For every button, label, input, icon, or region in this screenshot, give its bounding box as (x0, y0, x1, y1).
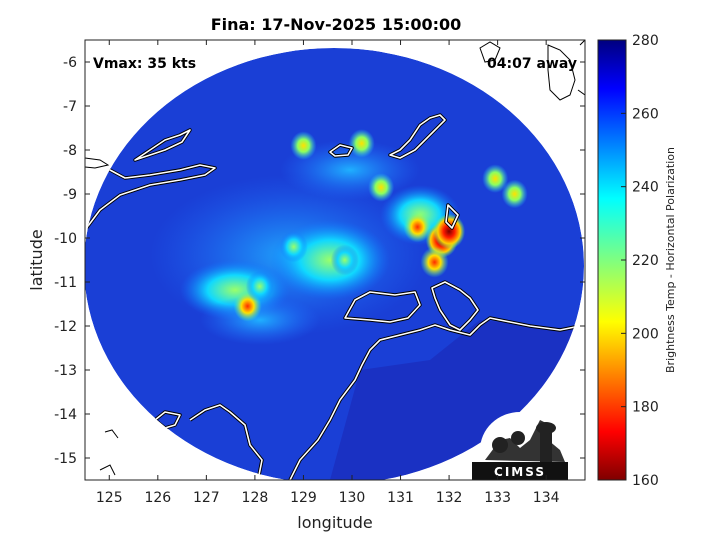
x-axis: 125 126 127 128 129 130 131 132 133 134 (96, 40, 560, 506)
convective-cell (433, 213, 466, 249)
convective-cell (245, 271, 274, 302)
colorbar-tick-label: 260 (632, 106, 659, 122)
y-tick-label: -11 (54, 275, 77, 291)
plot-frame (84, 39, 586, 481)
y-tick-label: -10 (54, 231, 77, 247)
y-tick-label: -13 (54, 363, 77, 379)
colorbar-tick-label: 220 (632, 253, 659, 269)
convective-cells (233, 129, 528, 322)
x-axis-label: longitude (297, 513, 372, 532)
convective-cell (279, 231, 308, 263)
cimss-logo: CIMSS (472, 412, 568, 480)
x-tick-label: 130 (339, 490, 366, 506)
colorbar-tick-label: 200 (632, 326, 659, 342)
convective-cell (290, 131, 317, 160)
vmax-label: Vmax: 35 kts (93, 56, 196, 72)
convective-cell (403, 211, 432, 243)
y-tick-label: -8 (63, 143, 77, 159)
colorbar-tick-label: 240 (632, 180, 659, 196)
x-tick-label: 131 (387, 490, 414, 506)
colorbar-tick-label: 180 (632, 400, 659, 416)
y-tick-label: -9 (63, 187, 77, 203)
swath (85, 48, 584, 480)
x-tick-label: 134 (533, 490, 560, 506)
x-tick-label: 133 (484, 490, 511, 506)
x-tick-label: 132 (436, 490, 463, 506)
away-label: 04:07 away (487, 56, 577, 72)
x-tick-label: 129 (290, 490, 317, 506)
y-axis: -6 -7 -8 -9 -10 -11 -12 -13 -14 -15 (54, 55, 585, 467)
convective-cell (501, 179, 528, 209)
y-tick-label: -12 (54, 319, 77, 335)
convective-cell (330, 244, 359, 276)
coastlines-outside (85, 40, 585, 476)
y-tick-label: -15 (54, 451, 77, 467)
map-title: Fina: 17-Nov-2025 15:00:00 (211, 15, 462, 34)
y-tick-label: -7 (63, 99, 77, 115)
colorbar-tick-label: 280 (632, 33, 659, 49)
y-axis-label: latitude (27, 229, 46, 290)
convective-cell (348, 129, 375, 158)
x-tick-label: 126 (144, 490, 171, 506)
coastlines-white (85, 114, 584, 480)
y-tick-label: -6 (63, 55, 77, 71)
convective-cell (482, 164, 509, 193)
x-tick-label: 127 (193, 490, 220, 506)
colorbar: 160 180 200 220 240 260 280 Brightness Temp - … (597, 33, 677, 489)
x-tick-label: 128 (242, 490, 269, 506)
x-tick-label: 125 (96, 490, 123, 506)
convective-cell (368, 173, 395, 202)
plot-area: CIMSS Vmax: 35 kts 04:07 away (85, 40, 585, 480)
convective-cell (420, 246, 449, 278)
colorbar-label: Brightness Temp - Horizontal Polarizatio… (664, 147, 677, 373)
colorbar-tick-label: 160 (632, 473, 659, 489)
rainband-sw (200, 295, 320, 345)
y-tick-label: -14 (54, 407, 77, 423)
logo-text: CIMSS (494, 465, 546, 479)
